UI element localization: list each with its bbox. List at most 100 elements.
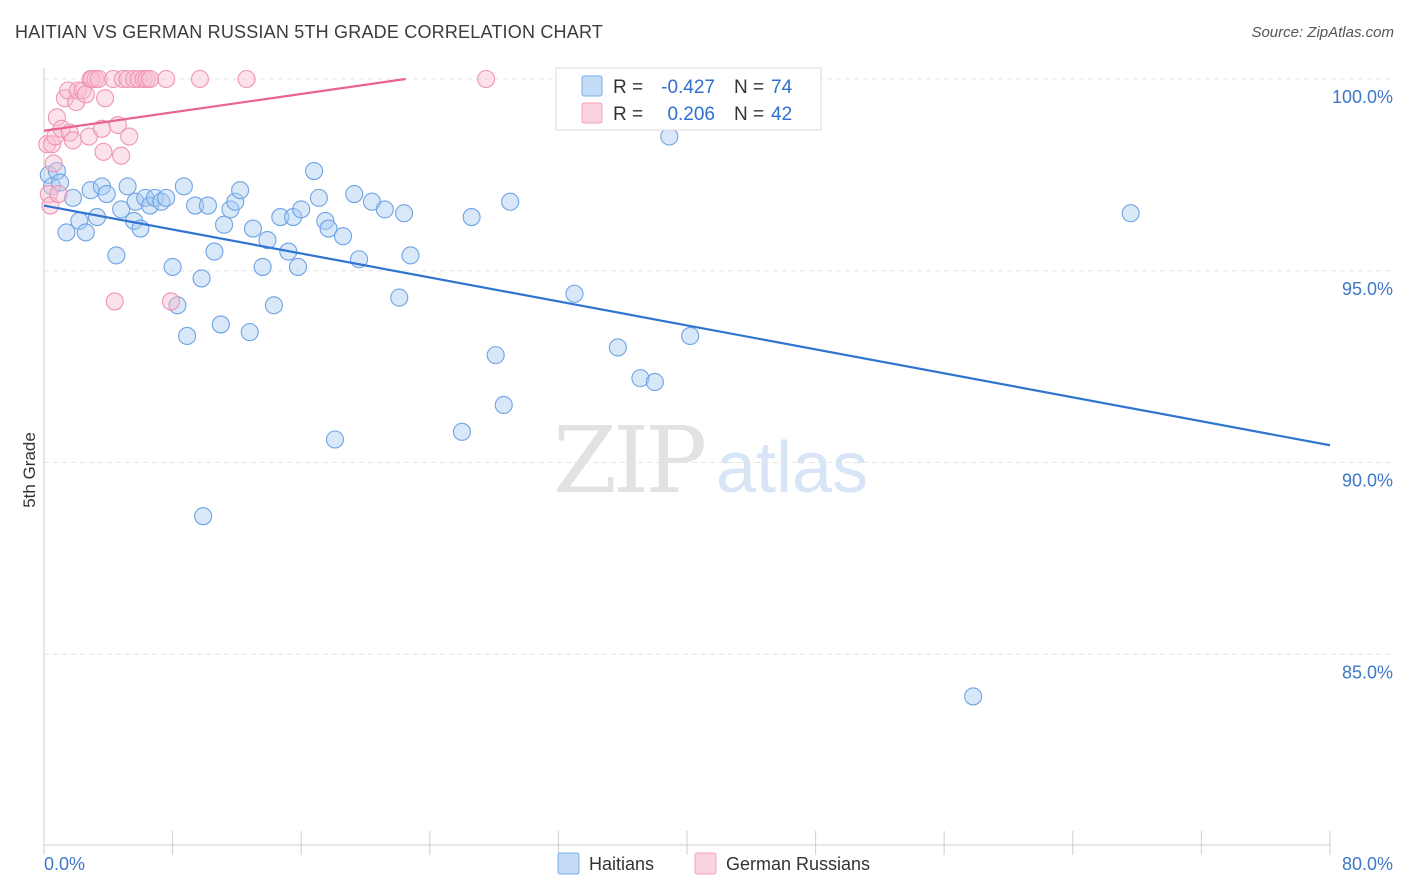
data-point <box>174 177 193 196</box>
series-german-russians <box>38 69 496 311</box>
data-point <box>333 227 353 246</box>
data-point <box>395 204 414 223</box>
data-point <box>375 200 394 219</box>
x-tick-label-min: 0.0% <box>44 854 85 874</box>
data-point <box>631 369 650 388</box>
source-label: Source: ZipAtlas.com <box>1251 24 1394 41</box>
data-point <box>681 326 700 345</box>
legend-swatch-german-russians <box>581 102 603 124</box>
data-point <box>271 208 290 227</box>
data-point <box>240 323 259 342</box>
legend-swatch-haitians <box>581 75 603 97</box>
data-point <box>214 215 234 234</box>
data-point <box>345 185 364 204</box>
trend-line-german-russians <box>43 77 406 132</box>
legend-n-label-1: N = <box>734 77 764 98</box>
data-point <box>501 192 520 211</box>
legend-r-value-2: 0.206 <box>667 104 715 125</box>
data-point <box>243 219 263 238</box>
data-point <box>292 200 311 219</box>
y-tick-label: 95.0% <box>1342 279 1393 299</box>
series-haitians <box>39 69 1140 706</box>
data-point <box>305 161 324 181</box>
data-point <box>63 188 82 207</box>
legend-r-label-1: R = <box>613 77 643 98</box>
data-point <box>190 69 209 89</box>
svg-text:ZIP: ZIP <box>553 407 704 514</box>
data-point <box>47 108 66 127</box>
axes <box>43 68 1331 855</box>
gridlines <box>44 78 1393 655</box>
data-point <box>76 223 95 242</box>
bottom-legend-swatch-haitians <box>557 852 580 875</box>
data-point <box>462 208 481 227</box>
data-point <box>645 372 664 392</box>
data-point <box>198 196 218 215</box>
bottom-legend-swatch-german-russians <box>694 852 717 875</box>
data-point <box>49 185 68 204</box>
data-point <box>401 246 420 265</box>
data-point <box>452 422 472 441</box>
data-point <box>253 257 272 276</box>
trend-lines <box>43 77 1331 447</box>
data-point <box>194 507 213 526</box>
y-tick-labels: 100.0% 95.0% 90.0% 85.0% <box>1332 87 1393 682</box>
data-point <box>112 146 131 165</box>
data-point <box>97 185 116 204</box>
data-point <box>264 296 283 315</box>
data-point <box>660 127 679 146</box>
data-point <box>608 338 627 357</box>
data-point <box>51 173 70 192</box>
data-point <box>107 246 126 265</box>
data-point <box>237 69 256 89</box>
data-point <box>89 69 108 89</box>
series-legend: Haitians German Russians <box>557 852 870 875</box>
data-point <box>76 85 95 104</box>
data-point <box>126 192 145 211</box>
y-tick-label: 90.0% <box>1342 471 1393 491</box>
bottom-legend-label-german-russians: German Russians <box>726 854 870 874</box>
data-point <box>226 192 245 211</box>
legend-n-value-2: 42 <box>771 104 792 125</box>
data-point <box>258 231 277 250</box>
data-point <box>205 242 224 261</box>
data-point <box>124 69 144 89</box>
data-point <box>964 687 983 706</box>
legend-r-value-1: -0.427 <box>661 77 715 98</box>
data-point <box>477 69 496 89</box>
legend-n-label-2: N = <box>734 104 764 125</box>
trend-line-haitians <box>43 204 1331 447</box>
data-point <box>120 127 139 146</box>
data-point <box>94 142 113 161</box>
data-point <box>565 284 584 303</box>
data-point <box>211 315 230 334</box>
data-point <box>325 430 345 449</box>
data-point <box>486 346 505 365</box>
legend-r-label-2: R = <box>613 104 643 125</box>
bottom-legend-label-haitians: Haitians <box>589 854 654 874</box>
data-point <box>186 196 205 215</box>
data-point <box>161 292 181 311</box>
data-point <box>118 177 137 196</box>
y-tick-label: 100.0% <box>1332 87 1393 107</box>
data-point <box>319 219 338 238</box>
data-point <box>494 395 513 415</box>
x-tick-label-max: 80.0% <box>1342 854 1393 874</box>
data-point <box>39 185 58 204</box>
data-point <box>157 188 176 207</box>
data-point <box>231 181 250 200</box>
y-tick-label: 85.0% <box>1342 662 1393 682</box>
data-point <box>141 69 160 89</box>
svg-text:atlas: atlas <box>716 428 868 508</box>
y-axis-label: 5th Grade <box>20 432 39 508</box>
data-point <box>309 188 328 207</box>
data-point <box>44 154 63 173</box>
data-point <box>112 200 131 219</box>
data-point <box>1121 204 1140 223</box>
data-point <box>63 131 82 150</box>
data-point <box>46 127 65 146</box>
data-point <box>104 69 123 89</box>
data-point <box>96 89 115 108</box>
data-point <box>67 92 86 112</box>
